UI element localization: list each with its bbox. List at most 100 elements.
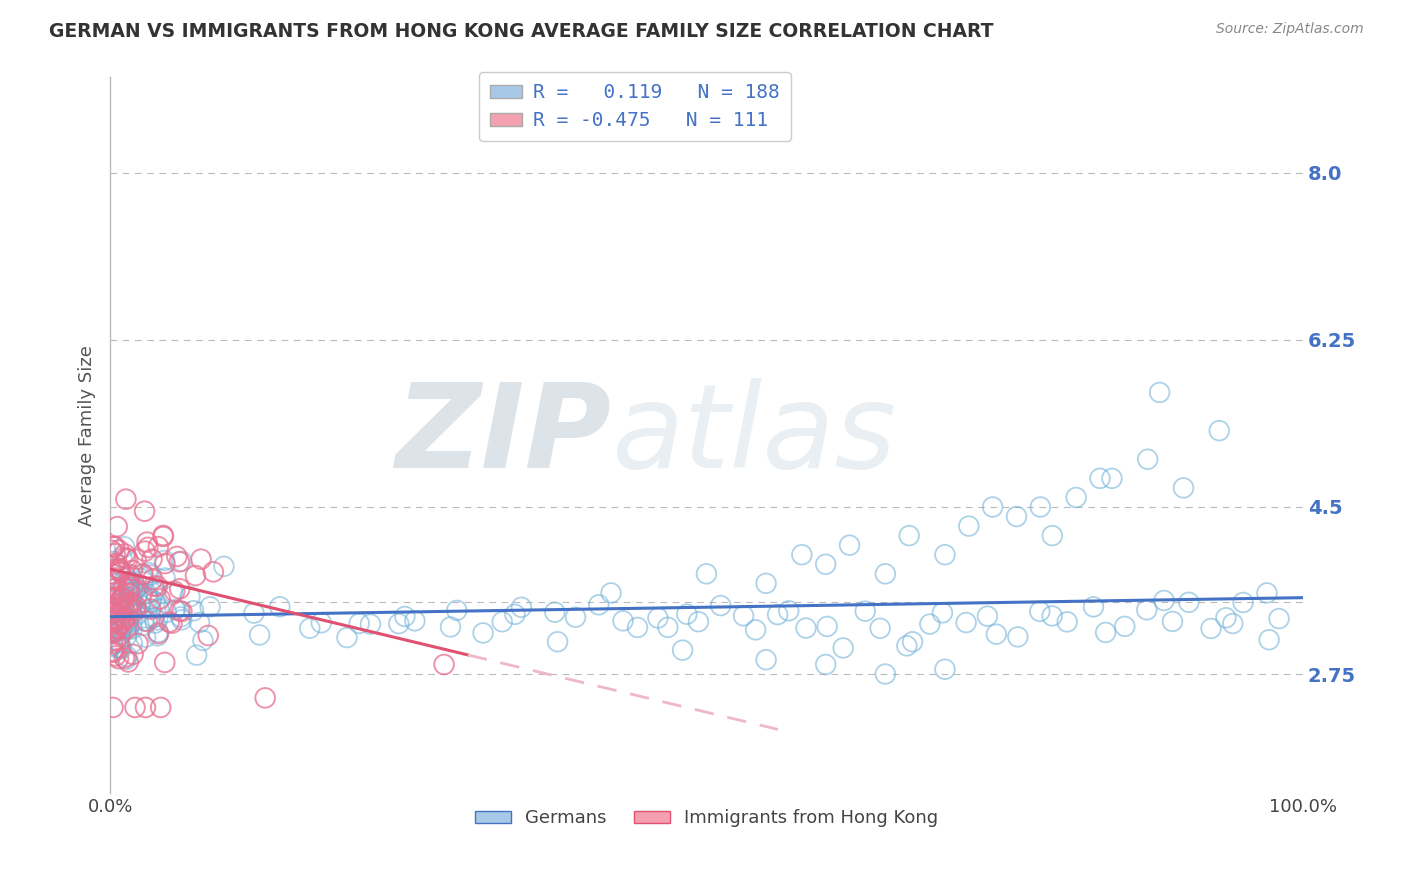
- Point: [105, 573, 128, 587]
- Point: [114, 550, 136, 565]
- Point: [118, 612, 141, 626]
- Point: [503, 607, 526, 622]
- Point: [197, 628, 219, 642]
- Point: [100, 574, 122, 589]
- Point: [433, 657, 456, 672]
- Point: [142, 573, 165, 587]
- Point: [1173, 481, 1195, 495]
- Point: [117, 655, 139, 669]
- Point: [114, 612, 136, 626]
- Point: [564, 610, 586, 624]
- Point: [127, 636, 149, 650]
- Point: [115, 649, 138, 664]
- Text: atlas: atlas: [612, 378, 896, 492]
- Point: [117, 596, 139, 610]
- Point: [626, 620, 648, 634]
- Point: [336, 631, 359, 645]
- Point: [170, 610, 193, 624]
- Point: [110, 640, 132, 655]
- Point: [114, 540, 136, 554]
- Point: [744, 623, 766, 637]
- Point: [146, 629, 169, 643]
- Point: [117, 574, 139, 589]
- Point: [183, 604, 205, 618]
- Point: [155, 606, 177, 620]
- Point: [104, 648, 127, 663]
- Point: [143, 595, 166, 609]
- Point: [118, 577, 141, 591]
- Point: [105, 622, 128, 636]
- Point: [710, 599, 733, 613]
- Y-axis label: Average Family Size: Average Family Size: [79, 345, 96, 525]
- Point: [149, 591, 172, 606]
- Point: [1199, 622, 1222, 636]
- Point: [191, 633, 214, 648]
- Point: [100, 599, 122, 614]
- Point: [1056, 615, 1078, 629]
- Point: [127, 587, 149, 601]
- Point: [121, 607, 143, 622]
- Point: [118, 580, 141, 594]
- Point: [122, 648, 145, 662]
- Point: [112, 599, 135, 614]
- Point: [101, 619, 124, 633]
- Point: [101, 606, 124, 620]
- Point: [647, 611, 669, 625]
- Point: [117, 591, 139, 605]
- Point: [190, 552, 212, 566]
- Text: GERMAN VS IMMIGRANTS FROM HONG KONG AVERAGE FAMILY SIZE CORRELATION CHART: GERMAN VS IMMIGRANTS FROM HONG KONG AVER…: [49, 22, 994, 41]
- Point: [110, 641, 132, 656]
- Point: [212, 559, 235, 574]
- Point: [1232, 595, 1254, 609]
- Point: [125, 552, 148, 566]
- Point: [112, 591, 135, 605]
- Point: [100, 543, 122, 558]
- Point: [152, 528, 174, 542]
- Point: [110, 623, 132, 637]
- Point: [165, 602, 187, 616]
- Point: [146, 613, 169, 627]
- Point: [117, 602, 139, 616]
- Point: [100, 600, 122, 615]
- Point: [121, 615, 143, 629]
- Point: [134, 700, 156, 714]
- Point: [139, 568, 162, 582]
- Point: [138, 566, 160, 580]
- Point: [122, 596, 145, 610]
- Point: [110, 565, 132, 579]
- Point: [148, 626, 170, 640]
- Point: [1007, 630, 1029, 644]
- Point: [794, 621, 817, 635]
- Point: [134, 544, 156, 558]
- Point: [108, 617, 131, 632]
- Point: [117, 608, 139, 623]
- Point: [934, 548, 956, 562]
- Point: [918, 617, 941, 632]
- Point: [108, 563, 131, 577]
- Point: [112, 579, 135, 593]
- Point: [688, 615, 710, 629]
- Point: [1029, 604, 1052, 618]
- Point: [103, 625, 125, 640]
- Point: [104, 633, 127, 648]
- Point: [110, 593, 132, 607]
- Point: [269, 599, 291, 614]
- Point: [986, 627, 1008, 641]
- Point: [103, 612, 125, 626]
- Point: [124, 700, 146, 714]
- Point: [104, 540, 127, 554]
- Point: [657, 620, 679, 634]
- Point: [142, 579, 165, 593]
- Point: [121, 580, 143, 594]
- Point: [121, 622, 143, 636]
- Point: [254, 690, 277, 705]
- Point: [104, 587, 127, 601]
- Point: [166, 549, 188, 564]
- Point: [149, 700, 172, 714]
- Point: [118, 567, 141, 582]
- Point: [146, 579, 169, 593]
- Point: [153, 656, 176, 670]
- Point: [129, 598, 152, 612]
- Point: [110, 604, 132, 618]
- Point: [136, 590, 159, 604]
